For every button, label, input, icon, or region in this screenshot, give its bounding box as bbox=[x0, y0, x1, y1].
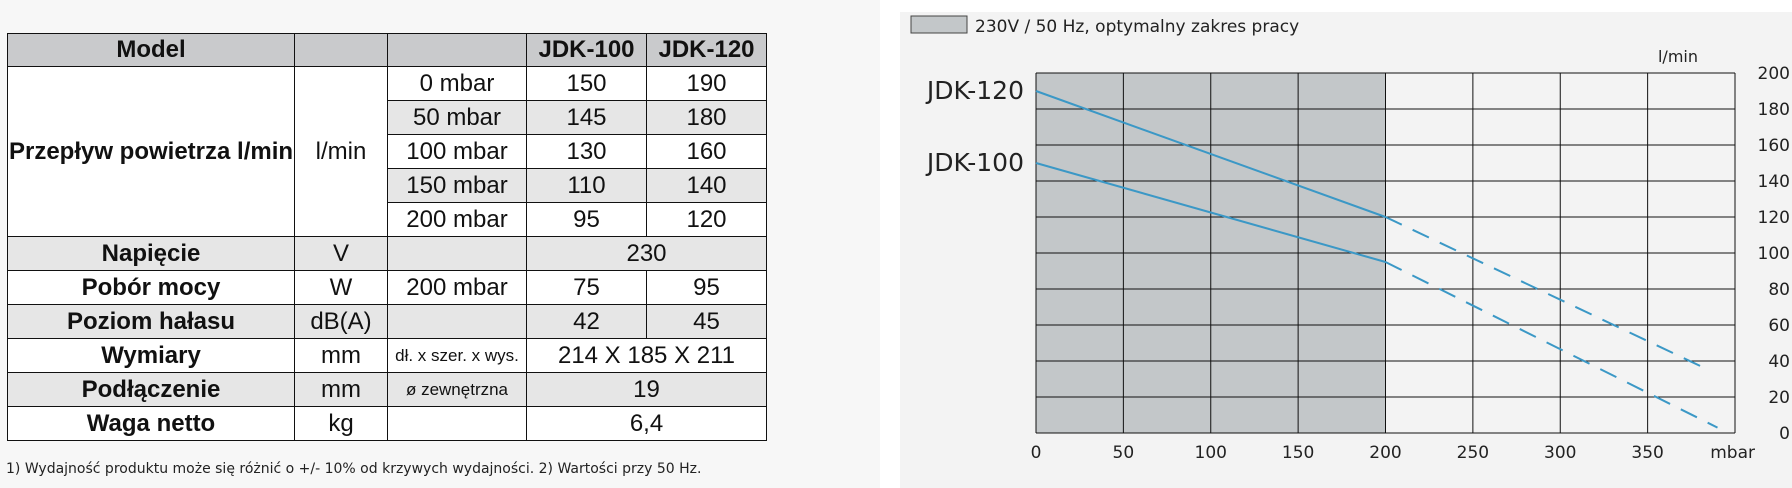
y-tick-label: 100 bbox=[1758, 244, 1790, 264]
table-row: Waga netto kg 6,4 bbox=[7, 406, 767, 441]
voltage-condition bbox=[387, 236, 527, 271]
voltage-value: 230 bbox=[526, 236, 767, 271]
y-tick-label: 80 bbox=[1768, 280, 1790, 300]
noise-value-a: 42 bbox=[526, 304, 647, 339]
spec-table: Model JDK-100 JDK-120 Przepływ powietrza… bbox=[7, 33, 767, 441]
airflow-condition: 0 mbar bbox=[387, 66, 527, 101]
airflow-value-b: 190 bbox=[646, 66, 767, 101]
x-tick-label: 200 bbox=[1369, 443, 1401, 463]
weight-unit: kg bbox=[294, 406, 388, 441]
header-unit bbox=[294, 33, 388, 67]
x-tick-label: 250 bbox=[1457, 443, 1489, 463]
noise-condition bbox=[387, 304, 527, 339]
series-line-dashed bbox=[1385, 261, 1718, 429]
airflow-condition: 150 mbar bbox=[387, 168, 527, 203]
weight-label: Waga netto bbox=[7, 406, 295, 441]
table-row: 100 mbar 130 160 bbox=[8, 134, 767, 169]
x-axis-label: mbar bbox=[1710, 443, 1755, 463]
header-model-b: JDK-120 bbox=[646, 33, 767, 67]
table-header-row: Model JDK-100 JDK-120 bbox=[7, 33, 767, 67]
x-tick-label: 350 bbox=[1631, 443, 1663, 463]
x-tick-label: 50 bbox=[1113, 443, 1135, 463]
connection-condition: ø zewnętrzna bbox=[387, 372, 527, 407]
table-row: Przepływ powietrza l/min l/min 0 mbar 15… bbox=[7, 66, 767, 237]
airflow-value-a: 95 bbox=[526, 202, 647, 237]
airflow-condition: 50 mbar bbox=[387, 100, 527, 135]
airflow-unit: l/min bbox=[294, 66, 388, 237]
power-value-b: 95 bbox=[646, 270, 767, 305]
connection-unit: mm bbox=[294, 372, 388, 407]
x-tick-label: 0 bbox=[1031, 443, 1042, 463]
header-condition bbox=[387, 33, 527, 67]
plot-area: 0 50 100 150 200 250 300 350 0 20 40 60 80 100 120 140 1… bbox=[925, 64, 1790, 463]
airflow-value-a: 130 bbox=[526, 134, 647, 169]
series-line-solid bbox=[1035, 162, 1386, 263]
header-model: Model bbox=[7, 33, 295, 67]
table-row: Pobór mocy W 200 mbar 75 95 bbox=[7, 270, 767, 305]
header-model-a: JDK-100 bbox=[526, 33, 647, 67]
noise-label: Poziom hałasu bbox=[7, 304, 295, 339]
series-line-dashed bbox=[1385, 216, 1710, 371]
dimensions-value: 214 X 185 X 211 bbox=[526, 338, 767, 373]
weight-value: 6,4 bbox=[526, 406, 767, 441]
y-tick-label: 40 bbox=[1768, 352, 1790, 372]
airflow-value-b: 180 bbox=[646, 100, 767, 135]
legend-swatch bbox=[910, 15, 968, 34]
airflow-value-b: 120 bbox=[646, 202, 767, 237]
y-tick-label: 0 bbox=[1779, 424, 1790, 444]
series-label: JDK-100 bbox=[925, 148, 1024, 177]
voltage-unit: V bbox=[294, 236, 388, 271]
table-row: Wymiary mm dł. x szer. x wys. 214 X 185 … bbox=[7, 338, 767, 373]
table-row: Napięcie V 230 bbox=[7, 236, 767, 271]
airflow-label: Przepływ powietrza l/min bbox=[7, 66, 295, 237]
power-condition: 200 mbar bbox=[387, 270, 527, 305]
y-axis-label: l/min bbox=[1658, 47, 1698, 66]
y-tick-label: 160 bbox=[1758, 136, 1790, 156]
table-row: 150 mbar 110 140 bbox=[8, 168, 767, 203]
airflow-value-a: 145 bbox=[526, 100, 647, 135]
power-value-a: 75 bbox=[526, 270, 647, 305]
y-tick-label: 20 bbox=[1768, 388, 1790, 408]
airflow-condition: 200 mbar bbox=[387, 202, 527, 237]
airflow-value-a: 150 bbox=[526, 66, 647, 101]
y-tick-label: 200 bbox=[1758, 64, 1790, 84]
noise-unit: dB(A) bbox=[294, 304, 388, 339]
y-tick-label: 60 bbox=[1768, 316, 1790, 336]
x-tick-label: 150 bbox=[1282, 443, 1314, 463]
table-row: Podłączenie mm ø zewnętrzna 19 bbox=[7, 372, 767, 407]
series-line-solid bbox=[1035, 90, 1386, 218]
x-tick-label: 300 bbox=[1544, 443, 1576, 463]
y-tick-label: 140 bbox=[1758, 172, 1790, 192]
dimensions-unit: mm bbox=[294, 338, 388, 373]
connection-value: 19 bbox=[526, 372, 767, 407]
airflow-condition: 100 mbar bbox=[387, 134, 527, 169]
legend-label: 230V / 50 Hz, optymalny zakres pracy bbox=[975, 17, 1299, 37]
power-label: Pobór mocy bbox=[7, 270, 295, 305]
airflow-value-a: 110 bbox=[526, 168, 647, 203]
footnote: 1) Wydajność produktu może się różnić o … bbox=[6, 461, 702, 477]
power-unit: W bbox=[294, 270, 388, 305]
series-label: JDK-120 bbox=[925, 76, 1024, 105]
y-tick-label: 120 bbox=[1758, 208, 1790, 228]
noise-value-b: 45 bbox=[646, 304, 767, 339]
table-row: Poziom hałasu dB(A) 42 45 bbox=[7, 304, 767, 339]
y-tick-label: 180 bbox=[1758, 100, 1790, 120]
airflow-value-b: 140 bbox=[646, 168, 767, 203]
voltage-label: Napięcie bbox=[7, 236, 295, 271]
airflow-value-b: 160 bbox=[646, 134, 767, 169]
performance-chart: 230V / 50 Hz, optymalny zakres pracy l/m… bbox=[910, 15, 1790, 463]
dimensions-label: Wymiary bbox=[7, 338, 295, 373]
x-tick-label: 100 bbox=[1195, 443, 1227, 463]
dimensions-condition: dł. x szer. x wys. bbox=[387, 338, 527, 373]
table-row: 50 mbar 145 180 bbox=[8, 100, 767, 135]
weight-condition bbox=[387, 406, 527, 441]
connection-label: Podłączenie bbox=[7, 372, 295, 407]
